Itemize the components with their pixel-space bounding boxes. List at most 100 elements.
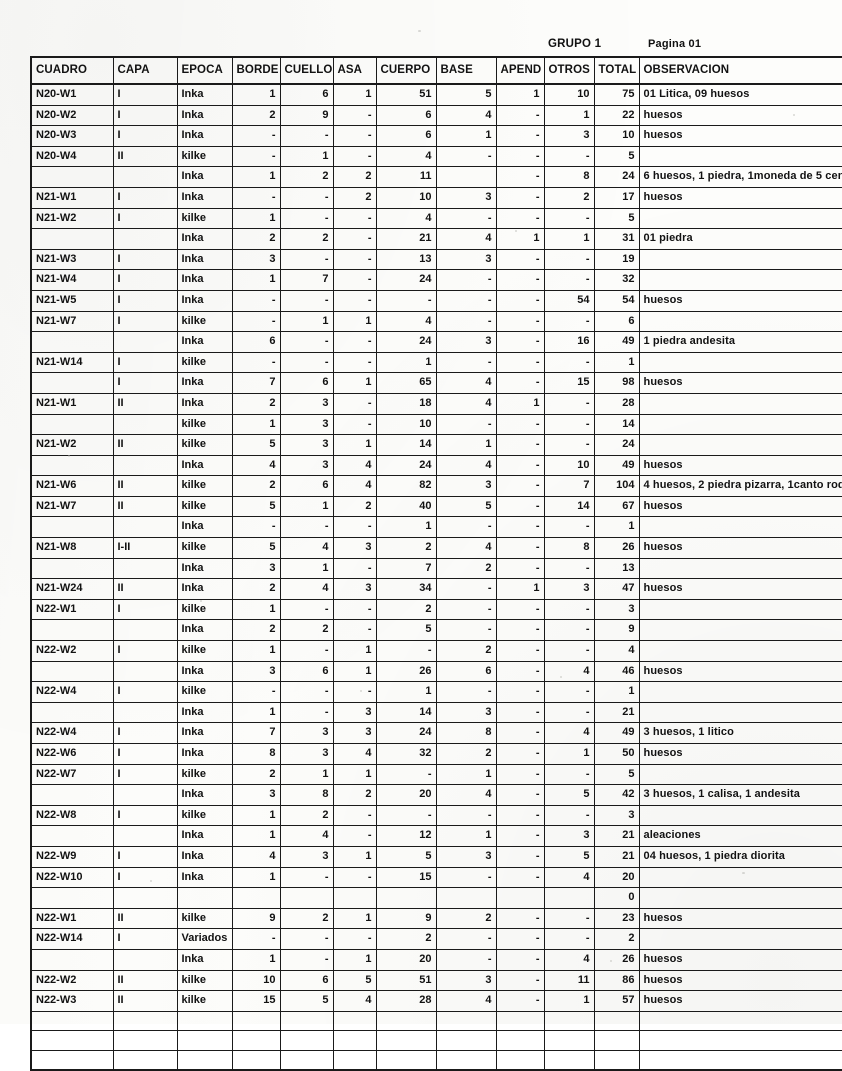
cell-total: 9	[593, 619, 640, 642]
cell-asa: 1	[332, 763, 377, 786]
cell-total: 57	[593, 990, 640, 1012]
cell-capa	[112, 619, 178, 642]
cell-capa: I	[112, 104, 178, 127]
cell-total: 5	[593, 207, 640, 230]
cell-total: 23	[593, 907, 640, 930]
cell-base: -	[435, 598, 497, 621]
cell-epoca: Inka	[176, 866, 233, 889]
cell-base	[435, 1049, 497, 1071]
cell-borde: -	[231, 681, 281, 703]
cell-cuadro: N21-W2	[30, 434, 114, 456]
cell-observacion	[638, 434, 842, 456]
cell-observacion: huesos	[638, 454, 842, 477]
cell-epoca: Inka	[176, 125, 233, 147]
cell-observacion	[638, 928, 842, 950]
cell-otros: 15	[543, 372, 595, 394]
cell-otros: -	[543, 310, 595, 333]
table-header-row: CUADRO CAPA EPOCA BORDE CUELLO ASA CUERPO BASE A…	[30, 56, 842, 85]
cell-cuerpo: 2	[375, 928, 437, 950]
table-row: Inka 2 2-21 4 1 1 31 01 piedra	[30, 228, 842, 250]
cell-observacion: huesos	[638, 495, 842, 518]
cell-epoca: kilke	[176, 598, 233, 621]
cell-cuello: -	[279, 248, 334, 271]
cell-cuello: 7	[279, 269, 334, 291]
cell-epoca: Inka	[176, 269, 233, 291]
cell-epoca: kilke	[176, 145, 233, 168]
cell-total: 21	[593, 825, 640, 847]
cell-observacion	[638, 619, 842, 642]
cell-otros: 11	[543, 969, 595, 992]
cell-capa	[112, 825, 178, 847]
table-row: Inka 1-1 20- -4 26 huesos	[30, 948, 842, 971]
cell-asa: -	[332, 804, 377, 827]
cell-asa: 5	[332, 969, 377, 992]
cell-cuello: -	[279, 701, 334, 724]
cell-epoca: Inka	[176, 372, 233, 394]
cell-capa: I	[112, 866, 178, 889]
cell-borde: 1	[231, 207, 281, 230]
cell-otros: 4	[543, 866, 595, 889]
cell-total: 1	[593, 351, 640, 374]
table-row: N22-W14 I Variados - - -2- - -2	[30, 928, 842, 950]
cell-base: 2	[435, 557, 497, 580]
cell-asa: 1	[332, 948, 377, 971]
cell-cuerpo: -	[375, 804, 437, 827]
cell-apend: -	[495, 660, 545, 683]
cell-observacion	[638, 1010, 842, 1032]
cell-epoca	[176, 1010, 233, 1032]
cell-cuello: 6	[279, 475, 334, 497]
grupo-label: GRUPO 1	[548, 38, 602, 50]
cell-capa	[112, 516, 178, 539]
cell-cuadro: N20-W3	[30, 125, 114, 147]
cell-epoca: kilke	[176, 495, 233, 518]
cell-asa: -	[332, 413, 377, 436]
cell-cuadro: N22-W4	[30, 681, 114, 703]
cell-capa: I	[112, 289, 178, 312]
cell-asa: -	[332, 681, 377, 703]
cell-observacion	[638, 1030, 842, 1051]
cell-capa: I	[112, 928, 178, 950]
cell-otros: 54	[543, 289, 595, 312]
cell-cuadro: N21-W3	[30, 248, 114, 271]
cell-total: 0	[593, 887, 640, 909]
table-row: N21-W4 I Inka 1 7-24- - -32	[30, 269, 842, 291]
cell-borde: 7	[231, 722, 281, 744]
cell-cuello: 4	[279, 825, 334, 847]
cell-cuello: 5	[279, 990, 334, 1012]
cell-base: 4	[435, 104, 497, 127]
cell-cuerpo: -	[375, 640, 437, 662]
cell-otros: -	[543, 351, 595, 374]
cell-epoca: Inka	[176, 186, 233, 209]
cell-borde: 8	[231, 743, 281, 765]
cell-base: -	[435, 948, 497, 971]
cell-borde: 5	[231, 434, 281, 456]
cell-apend: -	[495, 907, 545, 930]
table-row: Inka 1-3 14 3- -21	[30, 701, 842, 724]
cell-observacion: huesos	[638, 289, 842, 312]
cell-capa: I	[112, 351, 178, 374]
cell-capa	[112, 454, 178, 477]
cell-otros: -	[543, 598, 595, 621]
cell-borde: -	[231, 145, 281, 168]
cell-cuerpo: 6	[375, 125, 437, 147]
cell-cuadro: N21-W24	[30, 578, 114, 600]
cell-borde	[231, 1030, 281, 1051]
cell-observacion	[638, 763, 842, 786]
cell-otros: 10	[543, 454, 595, 477]
cell-apend: -	[495, 681, 545, 703]
cell-cuello: 1	[279, 310, 334, 333]
cell-cuerpo: 18	[375, 392, 437, 415]
cell-cuello	[279, 1049, 334, 1071]
cell-capa: II	[112, 969, 178, 992]
cell-capa: I	[112, 248, 178, 271]
cell-borde: 7	[231, 372, 281, 394]
cell-capa: II	[112, 145, 178, 168]
pagina-label: Pagina 01	[648, 38, 702, 50]
table-row: N21-W8 I-II kilke 5 4 3 2 4-8 26 huesos	[30, 537, 842, 559]
cell-cuello: 2	[279, 907, 334, 930]
cell-cuadro	[30, 331, 114, 353]
table-row: I Inka 7 6 1 65 4-15 98 huesos	[30, 372, 842, 394]
cell-cuadro: N21-W5	[30, 289, 114, 312]
cell-asa: -	[332, 145, 377, 168]
cell-capa	[112, 784, 178, 806]
